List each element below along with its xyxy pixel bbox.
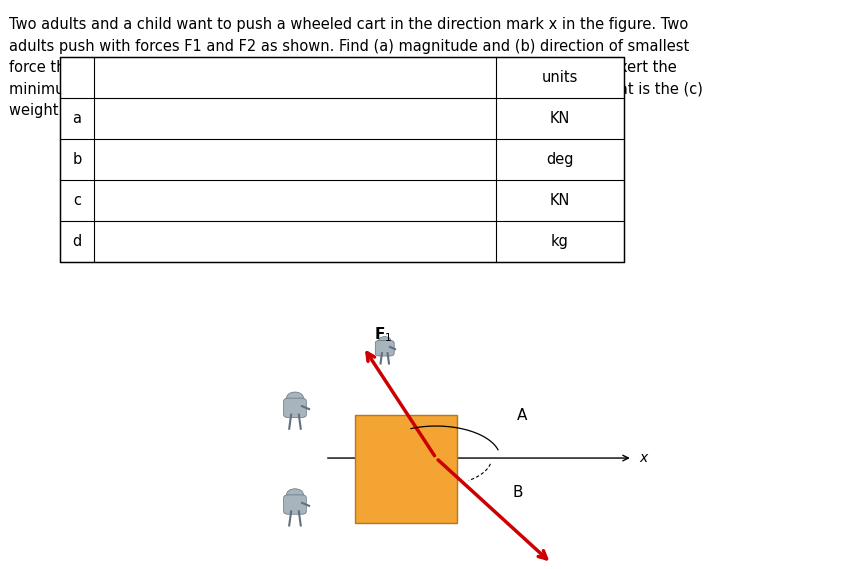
- Circle shape: [379, 337, 391, 345]
- Bar: [355, 415, 457, 523]
- Text: B: B: [513, 485, 523, 500]
- Text: c: c: [73, 193, 81, 208]
- Circle shape: [286, 489, 304, 500]
- Text: KN: KN: [550, 193, 570, 208]
- Text: deg: deg: [546, 152, 574, 167]
- Text: $\mathbf{F}_1$: $\mathbf{F}_1$: [374, 325, 392, 344]
- Text: A: A: [517, 408, 528, 423]
- Circle shape: [286, 392, 304, 403]
- Text: a: a: [73, 111, 81, 126]
- FancyBboxPatch shape: [284, 398, 306, 418]
- Bar: [60, 57, 624, 262]
- Text: units: units: [542, 70, 578, 85]
- FancyBboxPatch shape: [284, 495, 306, 514]
- Text: KN: KN: [550, 111, 570, 126]
- Text: b: b: [73, 152, 81, 167]
- Text: kg: kg: [551, 234, 569, 249]
- Text: x: x: [640, 451, 648, 465]
- Text: Two adults and a child want to push a wheeled cart in the direction mark x in th: Two adults and a child want to push a wh…: [9, 17, 703, 118]
- Text: d: d: [73, 234, 81, 249]
- FancyBboxPatch shape: [375, 340, 394, 356]
